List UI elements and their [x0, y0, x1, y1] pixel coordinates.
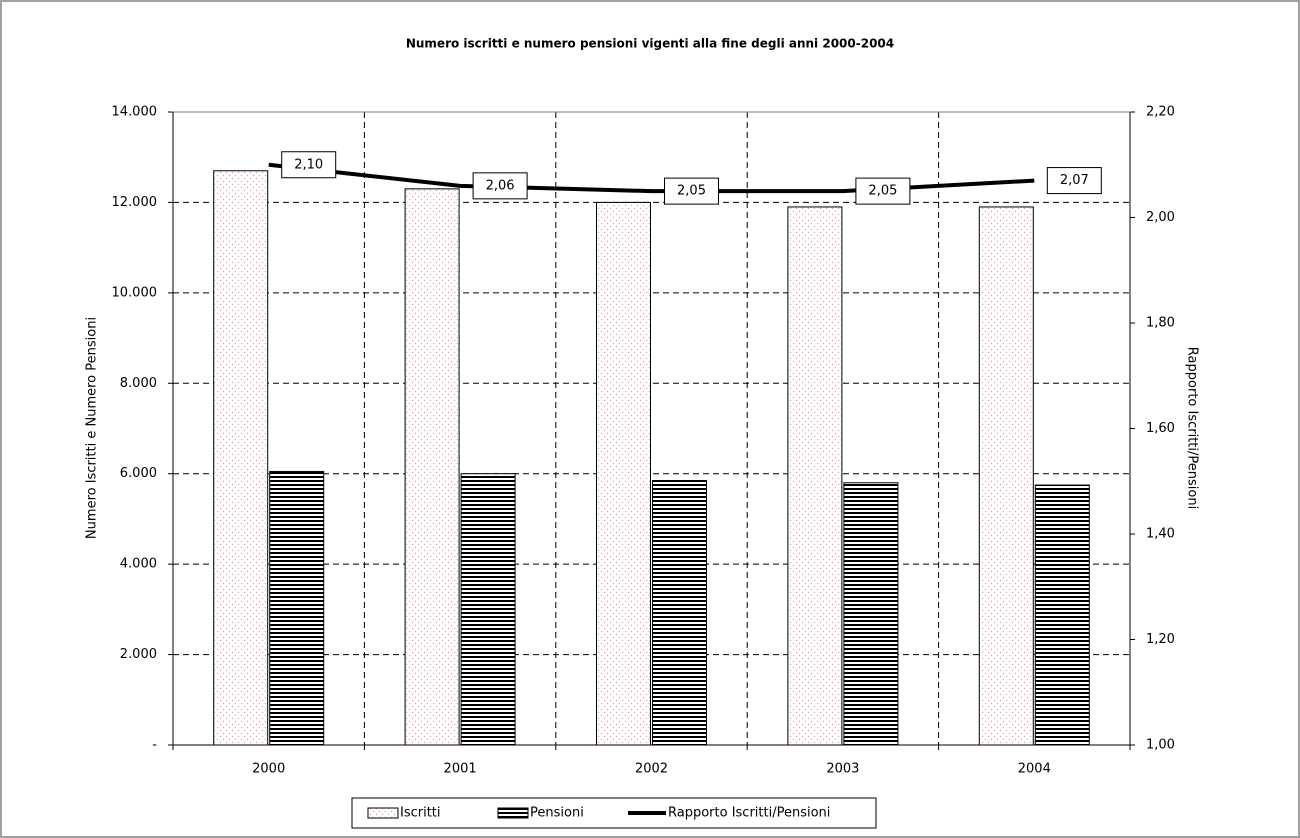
value-label: 2,06 — [486, 178, 515, 193]
y-tick-label: - — [152, 738, 157, 753]
y-tick-label: 8.000 — [120, 376, 157, 391]
y2-tick-label: 1,60 — [1146, 421, 1175, 436]
bar — [652, 479, 707, 746]
x-tick-label: 2003 — [826, 762, 859, 777]
y-tick-label: 6.000 — [120, 466, 157, 481]
value-label-box — [281, 151, 337, 179]
y-tick-label: 4.000 — [120, 557, 157, 572]
legend — [351, 797, 877, 829]
y2-tick-label: 2,20 — [1146, 105, 1175, 120]
x-tick-label: 2004 — [1018, 762, 1051, 777]
value-label: 2,05 — [868, 184, 897, 199]
value-label: 2,07 — [1060, 173, 1089, 188]
y-tick-label: 10.000 — [112, 285, 158, 300]
legend-label: Pensioni — [530, 806, 584, 821]
chart-title: Numero iscritti e numero pensioni vigent… — [406, 37, 894, 51]
bar — [404, 188, 460, 746]
x-tick-label: 2002 — [635, 762, 668, 777]
y2-axis-label: Rapporto Iscritti/Pensioni — [1185, 347, 1200, 509]
bar — [269, 470, 325, 746]
y2-tick-label: 2,00 — [1146, 210, 1175, 225]
value-label-box — [472, 172, 528, 200]
value-label-box — [664, 177, 719, 205]
legend-label: Rapporto Iscritti/Pensioni — [668, 806, 830, 821]
x-tick-label: 2000 — [252, 762, 285, 777]
value-label-box — [1046, 167, 1102, 195]
bar — [843, 482, 899, 746]
y-tick-label: 14.000 — [112, 105, 158, 120]
x-tick-label: 2001 — [444, 762, 477, 777]
y2-tick-label: 1,80 — [1146, 316, 1175, 331]
legend-label: Iscritti — [400, 806, 441, 821]
value-label-box — [855, 177, 911, 205]
y2-tick-label: 1,40 — [1146, 527, 1175, 542]
legend-swatch — [497, 807, 529, 819]
bar — [787, 206, 843, 746]
bar — [978, 206, 1034, 746]
y-tick-label: 12.000 — [112, 195, 158, 210]
bar — [460, 473, 516, 746]
legend-swatch — [367, 807, 399, 819]
y-tick-label: 2.000 — [120, 647, 157, 662]
bar — [596, 201, 651, 746]
y2-tick-label: 1,00 — [1146, 738, 1175, 753]
bar — [1034, 484, 1090, 746]
value-label: 2,10 — [294, 157, 323, 172]
y2-tick-label: 1,20 — [1146, 632, 1175, 647]
bar — [213, 170, 269, 746]
y-axis-label: Numero Iscritti e Numero Pensioni — [85, 317, 100, 539]
value-label: 2,05 — [677, 184, 706, 199]
